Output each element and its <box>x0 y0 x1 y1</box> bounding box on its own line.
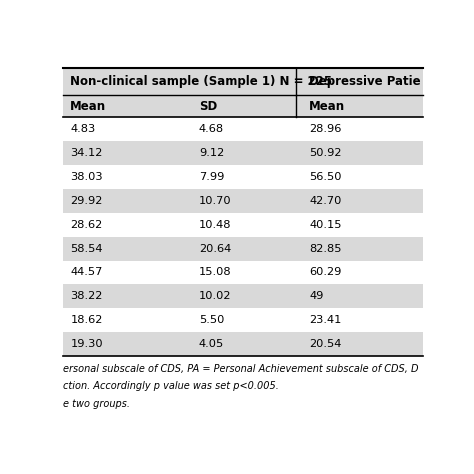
Bar <box>63 117 423 141</box>
Text: 15.08: 15.08 <box>199 267 231 277</box>
Bar <box>63 68 423 95</box>
Text: 23.41: 23.41 <box>309 315 341 325</box>
Text: 38.22: 38.22 <box>70 292 103 301</box>
Text: 34.12: 34.12 <box>70 148 103 158</box>
Text: e two groups.: e two groups. <box>63 399 130 409</box>
Text: ersonal subscale of CDS, PA = Personal Achievement subscale of CDS, D: ersonal subscale of CDS, PA = Personal A… <box>63 364 419 374</box>
Text: 18.62: 18.62 <box>70 315 103 325</box>
Text: 38.03: 38.03 <box>70 172 103 182</box>
Text: 7.99: 7.99 <box>199 172 224 182</box>
Text: 4.83: 4.83 <box>70 124 96 134</box>
Text: 58.54: 58.54 <box>70 244 103 254</box>
Text: 10.02: 10.02 <box>199 292 231 301</box>
Text: SD: SD <box>199 100 217 113</box>
Text: 82.85: 82.85 <box>309 244 342 254</box>
Text: 4.68: 4.68 <box>199 124 224 134</box>
Bar <box>63 284 423 309</box>
Bar <box>63 141 423 165</box>
Text: 28.62: 28.62 <box>70 219 102 230</box>
Text: 9.12: 9.12 <box>199 148 224 158</box>
Bar <box>63 165 423 189</box>
Bar <box>63 237 423 261</box>
Text: Depressive Patie: Depressive Patie <box>309 75 420 88</box>
Text: Mean: Mean <box>70 100 106 113</box>
Bar <box>63 332 423 356</box>
Text: 42.70: 42.70 <box>309 196 341 206</box>
Text: 20.54: 20.54 <box>309 339 341 349</box>
Text: 29.92: 29.92 <box>70 196 103 206</box>
Text: 19.30: 19.30 <box>70 339 103 349</box>
Bar <box>63 95 423 117</box>
Text: 49: 49 <box>309 292 323 301</box>
Text: 5.50: 5.50 <box>199 315 224 325</box>
Bar <box>63 261 423 284</box>
Bar <box>63 309 423 332</box>
Text: 50.92: 50.92 <box>309 148 342 158</box>
Text: 20.64: 20.64 <box>199 244 231 254</box>
Bar <box>63 213 423 237</box>
Text: 10.70: 10.70 <box>199 196 231 206</box>
Text: 10.48: 10.48 <box>199 219 231 230</box>
Text: 40.15: 40.15 <box>309 219 342 230</box>
Text: Non-clinical sample (Sample 1) N = 225: Non-clinical sample (Sample 1) N = 225 <box>70 75 332 88</box>
Text: 4.05: 4.05 <box>199 339 224 349</box>
Text: Mean: Mean <box>309 100 345 113</box>
Text: ction. Accordingly p value was set p<0.005.: ction. Accordingly p value was set p<0.0… <box>63 382 279 392</box>
Text: 60.29: 60.29 <box>309 267 341 277</box>
Text: 44.57: 44.57 <box>70 267 103 277</box>
Bar <box>63 189 423 213</box>
Text: 28.96: 28.96 <box>309 124 341 134</box>
Text: 56.50: 56.50 <box>309 172 342 182</box>
